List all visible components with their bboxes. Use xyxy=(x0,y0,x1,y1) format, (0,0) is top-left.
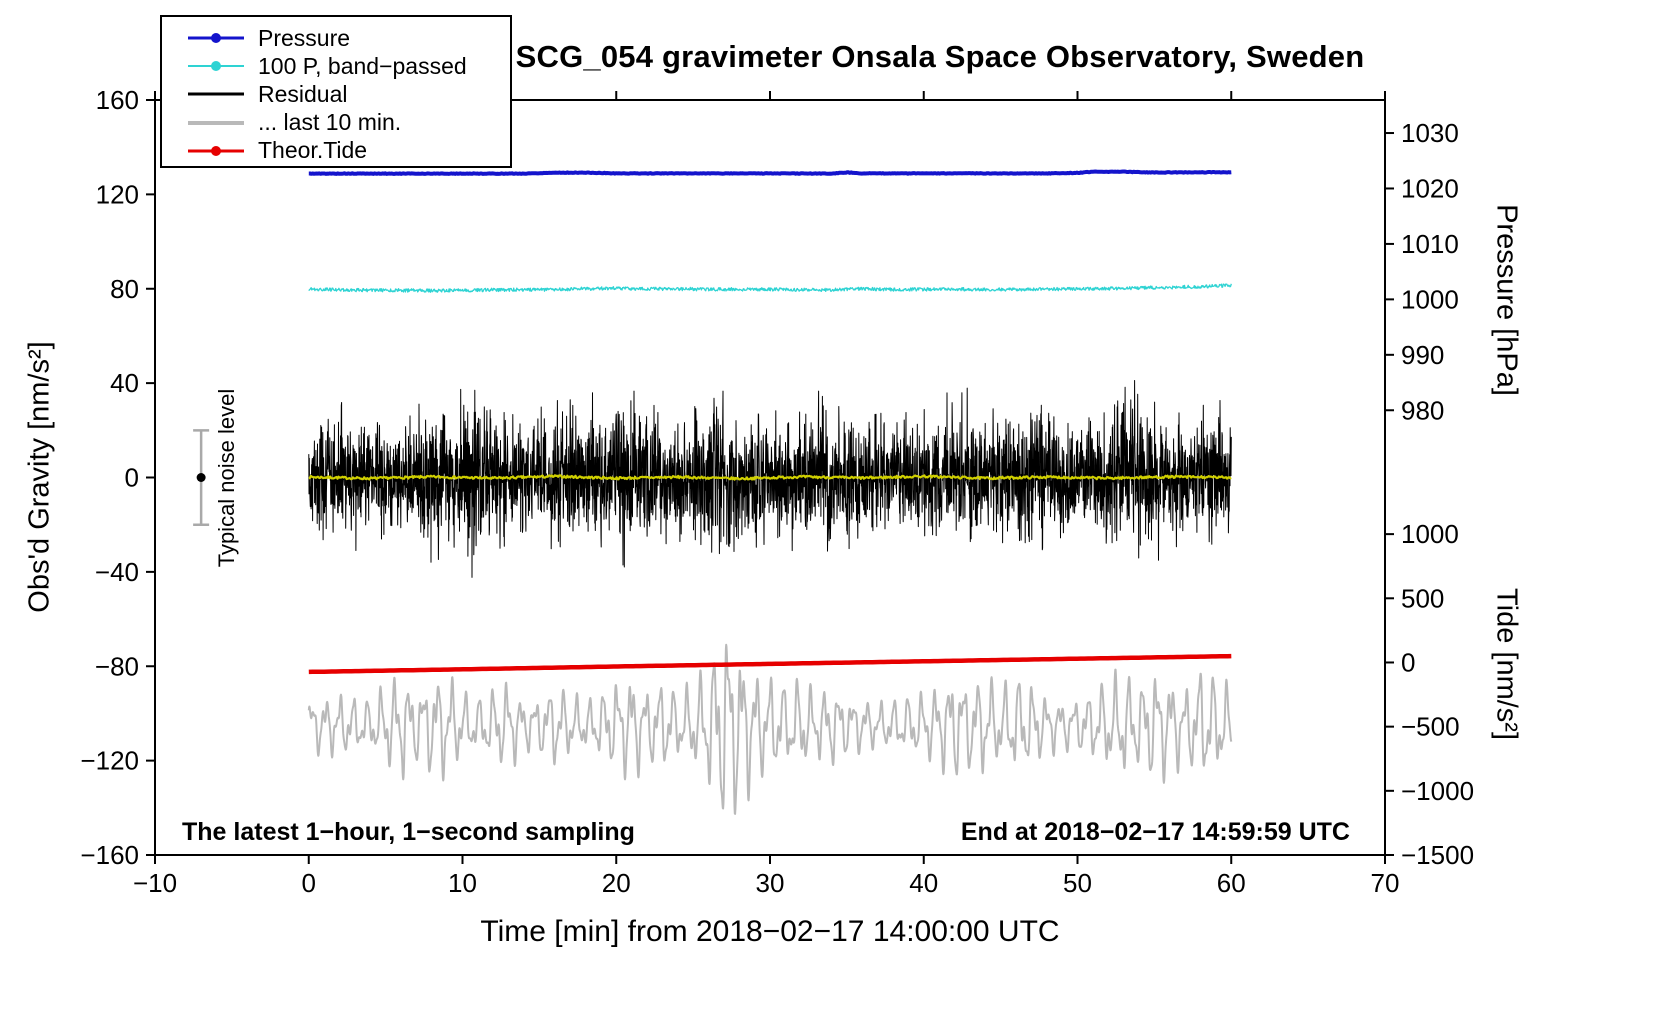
noise-level-dot xyxy=(196,473,206,482)
series-residual xyxy=(308,380,1232,578)
y-axis-label-pressure: Pressure [hPa] xyxy=(1490,204,1523,396)
series-layer xyxy=(307,169,1233,815)
legend-item-last10min: ... last 10 min. xyxy=(188,109,510,137)
y-tick-label-pressure: 1020 xyxy=(1401,173,1459,203)
y-tick-label-tide: 0 xyxy=(1401,647,1415,677)
y-tick-label-tide: −1500 xyxy=(1401,840,1474,870)
series-residual-smoothed xyxy=(308,474,1232,481)
y-tick-label-tide: −500 xyxy=(1401,712,1460,742)
legend-label-bandpassed: 100 P, band−passed xyxy=(258,52,467,79)
end-time-annotation: End at 2018−02−17 14:59:59 UTC xyxy=(960,818,1350,846)
legend-item-pressure: Pressure xyxy=(188,24,510,52)
y-tick-label-gravity: −160 xyxy=(80,840,139,870)
sampling-annotation: The latest 1−hour, 1−second sampling xyxy=(182,818,635,846)
theor-tide-line-icon xyxy=(188,145,244,157)
legend-label-theor-tide: Theor.Tide xyxy=(258,137,368,164)
y-tick-label-pressure: 1010 xyxy=(1401,229,1459,259)
y-tick-label-tide: −1000 xyxy=(1401,776,1474,806)
series-pressure-bandpassed xyxy=(308,283,1232,293)
y-tick-label-pressure: 990 xyxy=(1401,340,1444,370)
x-tick-label: 40 xyxy=(909,868,938,898)
y-tick-label-gravity: 40 xyxy=(110,368,139,398)
chart-title: SCG_054 gravimeter Onsala Space Observat… xyxy=(515,39,1365,74)
legend-item-bandpassed: 100 P, band−passed xyxy=(188,52,510,80)
legend: Pressure 100 P, band−passed Residual ...… xyxy=(160,15,512,168)
y-tick-label-tide: 500 xyxy=(1401,583,1444,613)
y-tick-label-gravity: −120 xyxy=(80,746,139,776)
bandpassed-line-icon xyxy=(188,60,244,72)
y-axis-label-tide: Tide [nm/s²] xyxy=(1490,587,1523,741)
legend-label-last10min: ... last 10 min. xyxy=(258,109,402,136)
pressure-line-icon xyxy=(188,32,244,44)
x-tick-label: 10 xyxy=(448,868,477,898)
y-tick-label-pressure: 1030 xyxy=(1401,118,1459,148)
series-theor-tide xyxy=(308,653,1232,675)
y-tick-label-gravity: −40 xyxy=(95,557,139,587)
y-tick-label-gravity: 80 xyxy=(110,274,139,304)
y-tick-label-gravity: 0 xyxy=(125,463,139,493)
y-tick-label-gravity: 160 xyxy=(96,85,139,115)
x-tick-label: 30 xyxy=(756,868,785,898)
y-tick-label-gravity: 120 xyxy=(96,179,139,209)
x-tick-label: 70 xyxy=(1371,868,1400,898)
y-tick-label-tide: 1000 xyxy=(1401,519,1459,549)
x-tick-label: 0 xyxy=(302,868,316,898)
residual-line-icon xyxy=(188,88,244,100)
legend-label-residual: Residual xyxy=(258,80,348,107)
series-last-10-min xyxy=(307,643,1233,815)
legend-item-residual: Residual xyxy=(188,80,510,108)
x-tick-label: 50 xyxy=(1063,868,1092,898)
last10min-line-icon xyxy=(188,117,244,129)
x-axis-label: Time [min] from 2018−02−17 14:00:00 UTC xyxy=(480,915,1060,948)
legend-item-theor-tide: Theor.Tide xyxy=(188,137,510,165)
y-tick-label-pressure: 1000 xyxy=(1401,284,1459,314)
x-tick-label: 20 xyxy=(602,868,631,898)
y-tick-label-pressure: 980 xyxy=(1401,395,1444,425)
y-tick-label-gravity: −80 xyxy=(95,651,139,681)
legend-label-pressure: Pressure xyxy=(258,24,351,51)
series-pressure xyxy=(308,169,1232,176)
x-tick-label: 60 xyxy=(1217,868,1246,898)
y-axis-label-gravity: Obs'd Gravity [nm/s²] xyxy=(23,341,56,613)
noise-level-label: Typical noise level xyxy=(214,388,239,568)
x-tick-label: −10 xyxy=(133,868,177,898)
